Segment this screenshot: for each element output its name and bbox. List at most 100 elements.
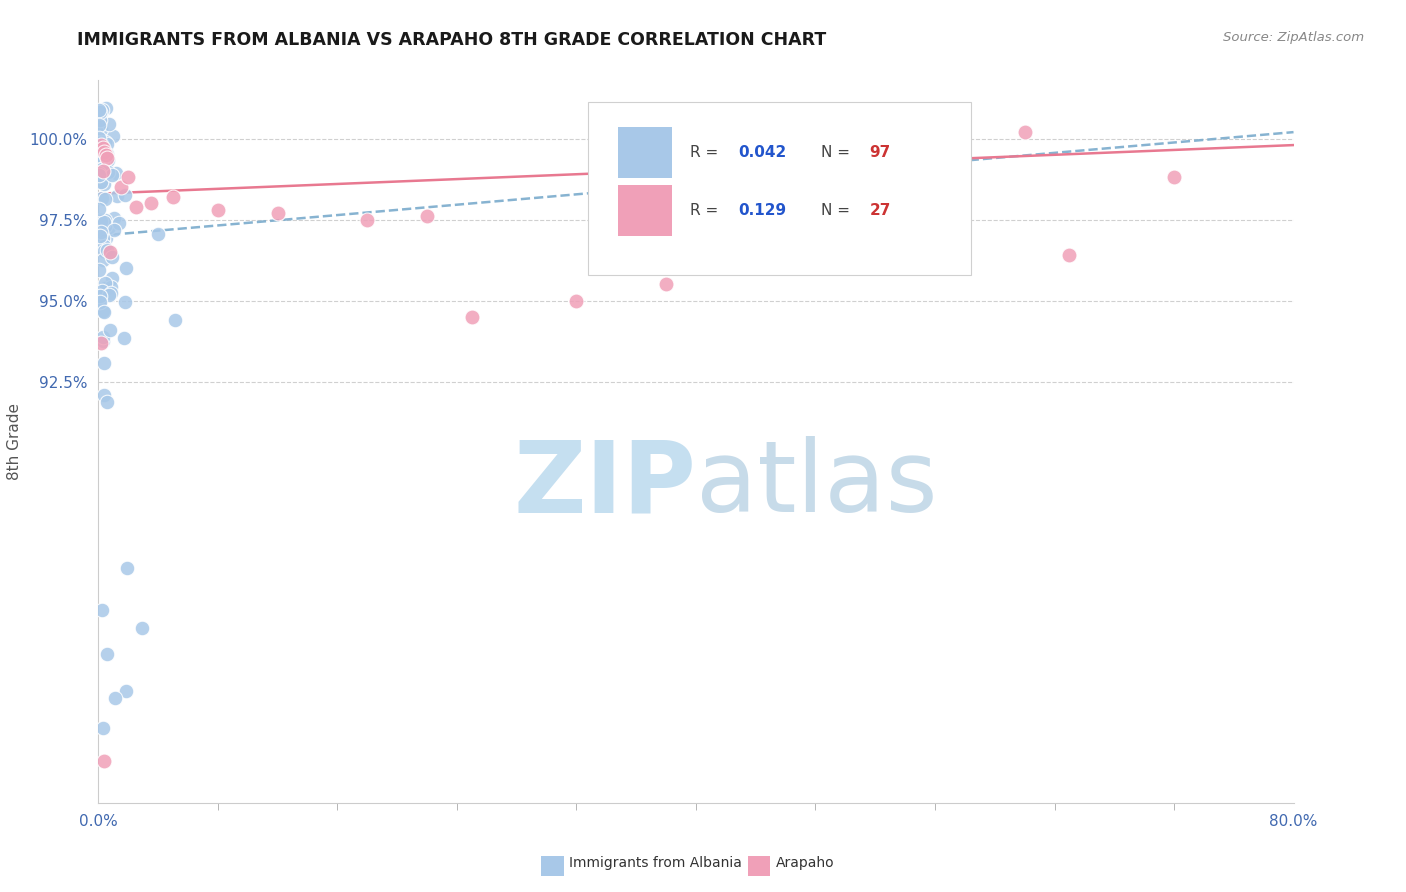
Point bbox=[112, 330, 135, 344]
FancyBboxPatch shape bbox=[589, 102, 972, 276]
Point bbox=[103, 128, 125, 143]
Point bbox=[89, 295, 111, 310]
Point bbox=[89, 136, 111, 150]
Point bbox=[93, 754, 115, 768]
Text: Arapaho: Arapaho bbox=[776, 856, 835, 871]
Y-axis label: 8th Grade: 8th Grade bbox=[7, 403, 22, 480]
Point bbox=[91, 162, 114, 177]
Point bbox=[745, 261, 768, 276]
Point bbox=[91, 334, 114, 348]
Point bbox=[100, 286, 122, 301]
Point bbox=[1163, 170, 1185, 185]
Point bbox=[105, 188, 128, 202]
Text: 0.042: 0.042 bbox=[738, 145, 786, 160]
Point bbox=[89, 263, 111, 277]
Point bbox=[90, 175, 112, 189]
Point bbox=[100, 250, 122, 264]
Text: R =: R = bbox=[690, 145, 723, 160]
Text: Immigrants from Albania: Immigrants from Albania bbox=[569, 856, 742, 871]
Point bbox=[103, 223, 125, 237]
Point bbox=[125, 200, 148, 214]
Point bbox=[93, 305, 115, 319]
Point bbox=[89, 103, 111, 117]
Point bbox=[90, 144, 112, 158]
Point bbox=[96, 395, 118, 409]
Point bbox=[96, 151, 118, 165]
Point bbox=[91, 329, 114, 343]
Point bbox=[94, 219, 117, 233]
Point bbox=[908, 252, 931, 266]
Point bbox=[97, 153, 120, 167]
Point bbox=[94, 281, 117, 295]
Point bbox=[91, 103, 114, 117]
Text: IMMIGRANTS FROM ALBANIA VS ARAPAHO 8TH GRADE CORRELATION CHART: IMMIGRANTS FROM ALBANIA VS ARAPAHO 8TH G… bbox=[77, 31, 827, 49]
Point bbox=[416, 210, 439, 224]
Point bbox=[91, 157, 114, 171]
FancyBboxPatch shape bbox=[619, 185, 672, 235]
Point bbox=[108, 216, 131, 230]
Point bbox=[91, 252, 114, 267]
Point bbox=[96, 164, 118, 178]
Point bbox=[90, 335, 112, 350]
Point bbox=[98, 245, 122, 260]
Point bbox=[93, 145, 115, 159]
Point bbox=[98, 117, 121, 131]
Point bbox=[90, 225, 112, 239]
Point bbox=[89, 106, 111, 120]
Point bbox=[91, 231, 114, 245]
Point bbox=[103, 211, 125, 225]
Point bbox=[89, 146, 111, 161]
Point bbox=[93, 277, 115, 291]
Point bbox=[565, 293, 588, 308]
Point bbox=[89, 213, 111, 227]
Point bbox=[101, 168, 124, 182]
Point bbox=[90, 155, 112, 169]
Point bbox=[89, 202, 111, 216]
Point bbox=[117, 170, 139, 185]
Point bbox=[91, 164, 114, 178]
Point bbox=[90, 214, 112, 228]
Text: Source: ZipAtlas.com: Source: ZipAtlas.com bbox=[1223, 31, 1364, 45]
Point bbox=[834, 254, 856, 268]
Point bbox=[1014, 125, 1036, 139]
Point bbox=[96, 647, 118, 661]
Point bbox=[89, 288, 111, 302]
Point bbox=[207, 202, 229, 217]
Point bbox=[90, 135, 112, 149]
Text: ZIP: ZIP bbox=[513, 436, 696, 533]
Point bbox=[110, 180, 132, 194]
Point bbox=[96, 147, 118, 161]
Point bbox=[94, 192, 117, 206]
Point bbox=[117, 561, 139, 575]
Point bbox=[1059, 248, 1081, 262]
Point bbox=[91, 139, 114, 153]
Point bbox=[96, 161, 118, 176]
Point bbox=[91, 284, 114, 298]
Point bbox=[131, 621, 153, 635]
Text: 0.129: 0.129 bbox=[738, 202, 786, 218]
Point bbox=[96, 231, 118, 245]
Point bbox=[89, 140, 111, 154]
Text: atlas: atlas bbox=[696, 436, 938, 533]
Point bbox=[89, 131, 111, 145]
Point bbox=[96, 136, 118, 151]
Point bbox=[90, 138, 112, 153]
Point bbox=[114, 261, 136, 276]
Point bbox=[91, 215, 114, 229]
Point bbox=[90, 161, 112, 175]
Point bbox=[89, 118, 111, 132]
Point bbox=[89, 141, 111, 155]
Point bbox=[114, 295, 136, 310]
Text: N =: N = bbox=[821, 202, 855, 218]
Point bbox=[90, 122, 112, 136]
Point bbox=[461, 310, 484, 324]
Point bbox=[90, 191, 112, 205]
Point bbox=[114, 188, 136, 202]
Text: N =: N = bbox=[821, 145, 855, 160]
Point bbox=[89, 289, 111, 303]
Point bbox=[89, 155, 111, 169]
Point bbox=[90, 161, 112, 176]
Point bbox=[98, 323, 121, 337]
Point bbox=[104, 166, 127, 180]
Point bbox=[104, 690, 127, 705]
